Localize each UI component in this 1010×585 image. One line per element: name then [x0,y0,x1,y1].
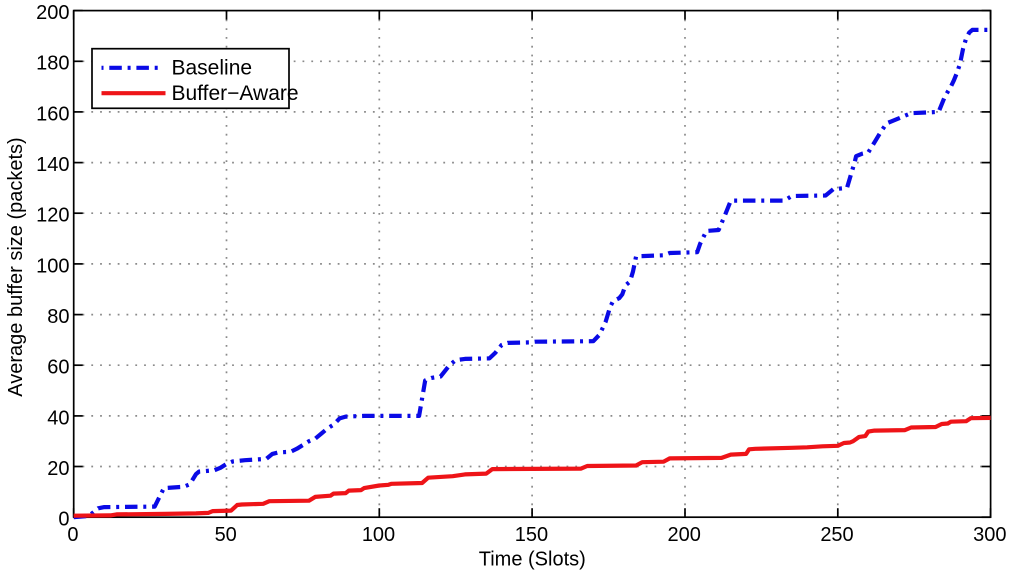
svg-text:Buffer−Aware: Buffer−Aware [172,82,299,105]
svg-text:100: 100 [362,524,395,546]
svg-text:140: 140 [36,154,69,176]
svg-text:160: 160 [36,103,69,125]
svg-text:60: 60 [47,357,69,379]
svg-text:20: 20 [47,458,69,480]
svg-text:Baseline: Baseline [172,57,253,80]
svg-text:0: 0 [67,524,78,546]
svg-text:300: 300 [973,524,1006,546]
svg-text:80: 80 [47,306,69,328]
svg-text:Time (Slots): Time (Slots) [479,549,586,571]
svg-text:0: 0 [58,509,69,531]
svg-text:250: 250 [820,524,853,546]
svg-text:200: 200 [668,524,701,546]
svg-text:50: 50 [215,524,237,546]
svg-text:40: 40 [47,407,69,429]
svg-text:150: 150 [515,524,548,546]
svg-text:180: 180 [36,53,69,75]
svg-text:120: 120 [36,205,69,227]
svg-text:Average buffer size (packets): Average buffer size (packets) [5,137,27,396]
svg-text:100: 100 [36,255,69,277]
svg-text:200: 200 [36,2,69,24]
